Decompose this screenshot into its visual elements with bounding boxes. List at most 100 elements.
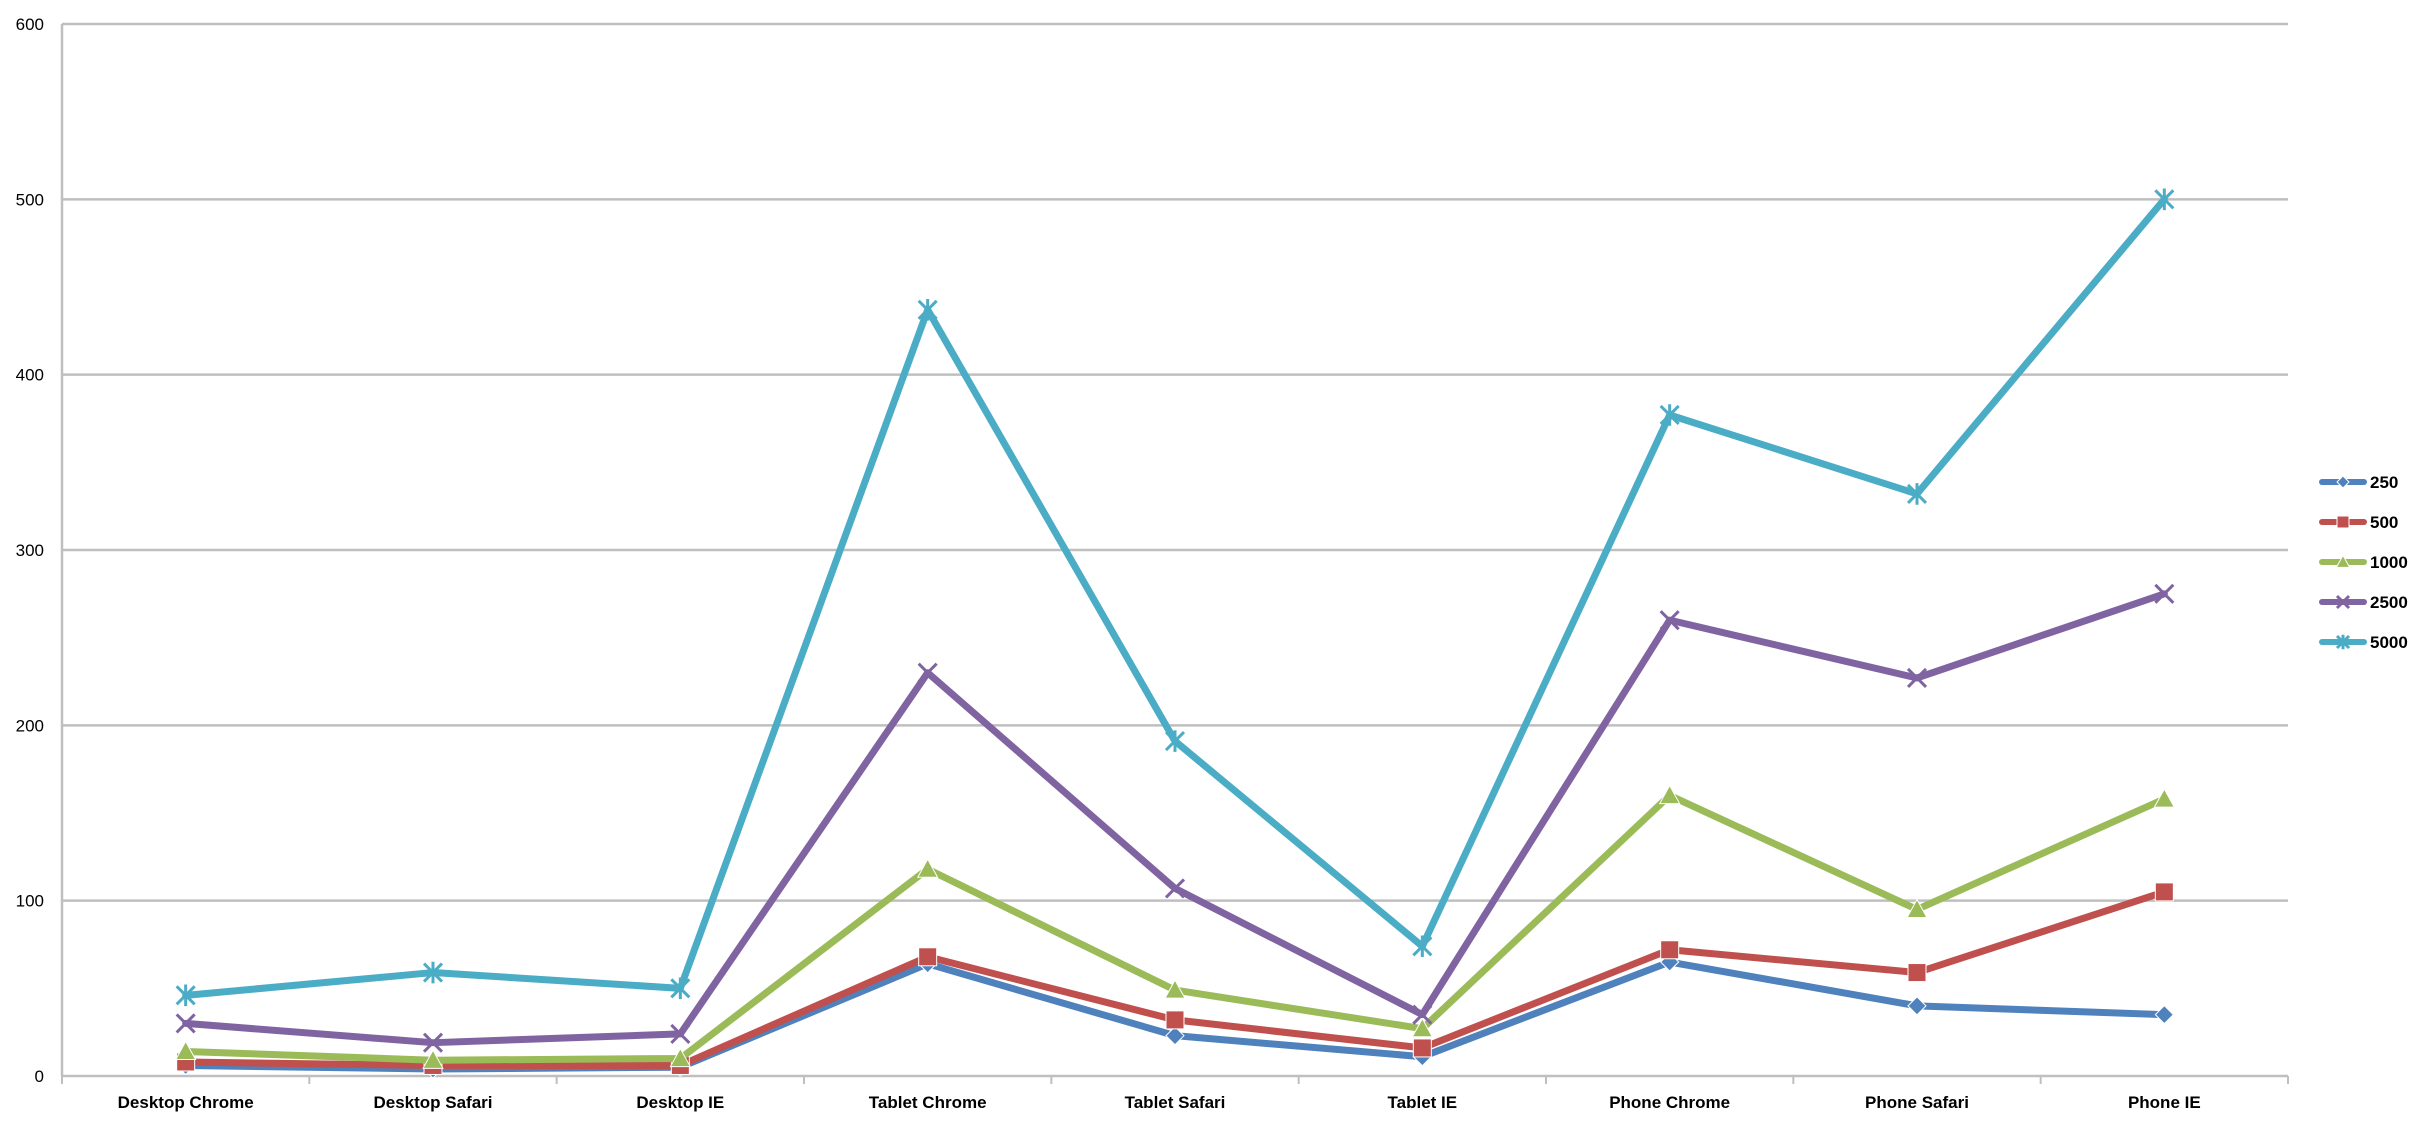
marker-star xyxy=(2335,634,2351,650)
data-point xyxy=(2154,1004,2175,1025)
data-point xyxy=(670,1023,691,1044)
data-point xyxy=(2154,188,2175,211)
legend-item: 5000 xyxy=(2319,633,2408,652)
x-tick-label: Phone IE xyxy=(2128,1093,2201,1112)
series-group xyxy=(174,188,2176,1079)
series-2500 xyxy=(175,583,2175,1053)
marker-x xyxy=(917,662,938,683)
y-tick-labels: 0 100 200 300 400 500 600 xyxy=(16,15,44,1086)
data-point xyxy=(916,858,939,878)
marker-square xyxy=(1660,940,1680,960)
legend-label: 2500 xyxy=(2370,593,2408,612)
marker-triangle xyxy=(1906,898,1928,919)
data-point xyxy=(1659,404,1680,426)
marker-x xyxy=(2154,583,2175,604)
marker-star xyxy=(175,984,196,1007)
marker-square xyxy=(918,947,938,967)
data-point xyxy=(1658,784,1681,805)
marker-x xyxy=(175,1013,196,1034)
data-point xyxy=(2154,882,2174,902)
series-5000 xyxy=(175,188,2175,1007)
legend: 250 500 1000 2500 5000 xyxy=(2319,473,2408,652)
series-line xyxy=(182,195,2168,999)
y-tick-label: 200 xyxy=(16,716,44,735)
y-tick-label: 100 xyxy=(16,892,44,911)
data-point xyxy=(1412,1004,1433,1025)
marker-star xyxy=(670,977,691,1000)
legend-item: 250 xyxy=(2319,473,2398,492)
data-point xyxy=(1412,935,1433,958)
data-point xyxy=(1907,963,1927,983)
marker-triangle xyxy=(2335,554,2351,568)
data-point xyxy=(1906,483,1928,505)
y-tick-label: 0 xyxy=(35,1067,44,1086)
axes xyxy=(60,24,2289,1084)
data-point xyxy=(1164,979,1186,999)
marker-star xyxy=(1906,483,1928,505)
marker-star xyxy=(917,298,938,321)
data-point xyxy=(422,1032,444,1053)
marker-square xyxy=(1907,963,1927,983)
data-point xyxy=(1164,878,1186,899)
marker-triangle xyxy=(1658,784,1681,805)
legend-item: 2500 xyxy=(2319,593,2408,612)
x-tick-label: Tablet IE xyxy=(1388,1093,1458,1112)
x-tick-label: Tablet Chrome xyxy=(869,1093,987,1112)
marker-star xyxy=(422,961,444,984)
marker-square xyxy=(2154,882,2174,902)
marker-x xyxy=(1412,1004,1433,1025)
data-point xyxy=(1165,1010,1185,1030)
data-point xyxy=(1906,667,1928,689)
marker-star xyxy=(1412,935,1433,958)
y-tick-label: 500 xyxy=(16,190,44,209)
data-point xyxy=(175,984,196,1007)
legend-label: 250 xyxy=(2370,473,2398,492)
data-point xyxy=(1411,1017,1434,1038)
x-tick-label: Phone Safari xyxy=(1865,1093,1969,1112)
data-point xyxy=(1907,996,1927,1016)
legend-label: 1000 xyxy=(2370,553,2408,572)
marker-triangle xyxy=(1164,979,1186,999)
marker-square xyxy=(1165,1010,1185,1030)
marker-square xyxy=(2336,515,2350,529)
y-tick-label: 300 xyxy=(16,541,44,560)
data-point xyxy=(1164,730,1186,752)
marker-x xyxy=(422,1032,444,1053)
data-point xyxy=(1412,1038,1432,1058)
marker-triangle xyxy=(174,1040,197,1061)
series-1000 xyxy=(174,784,2176,1069)
data-point xyxy=(2153,788,2176,808)
marker-diamond xyxy=(1165,1025,1185,1046)
x-tick-label: Desktop Chrome xyxy=(118,1093,254,1112)
legend-label: 500 xyxy=(2370,513,2398,532)
data-point xyxy=(422,1049,444,1069)
data-point xyxy=(422,961,444,984)
data-point xyxy=(917,662,938,683)
legend-item: 1000 xyxy=(2319,553,2408,572)
marker-triangle xyxy=(422,1049,444,1069)
marker-diamond xyxy=(1907,996,1927,1016)
legend-item: 500 xyxy=(2319,513,2398,532)
gridlines xyxy=(62,22,2288,902)
marker-star xyxy=(1659,404,1680,426)
marker-x xyxy=(2335,594,2351,610)
x-tick-label: Desktop IE xyxy=(636,1093,724,1112)
x-tick-label: Tablet Safari xyxy=(1125,1093,1226,1112)
marker-triangle xyxy=(669,1047,692,1068)
marker-star xyxy=(2154,188,2175,211)
marker-triangle xyxy=(1411,1017,1434,1038)
marker-star xyxy=(1164,730,1186,752)
data-point xyxy=(669,1047,692,1068)
marker-triangle xyxy=(916,858,939,878)
data-point xyxy=(174,1040,197,1061)
y-tick-label: 600 xyxy=(16,15,44,34)
y-tick-label: 400 xyxy=(16,366,44,385)
data-point xyxy=(1659,610,1680,631)
marker-square xyxy=(1412,1038,1432,1058)
marker-x xyxy=(1659,610,1680,631)
marker-x xyxy=(1164,878,1186,899)
marker-x xyxy=(1906,667,1928,689)
marker-x xyxy=(670,1023,691,1044)
marker-triangle xyxy=(2153,788,2176,808)
